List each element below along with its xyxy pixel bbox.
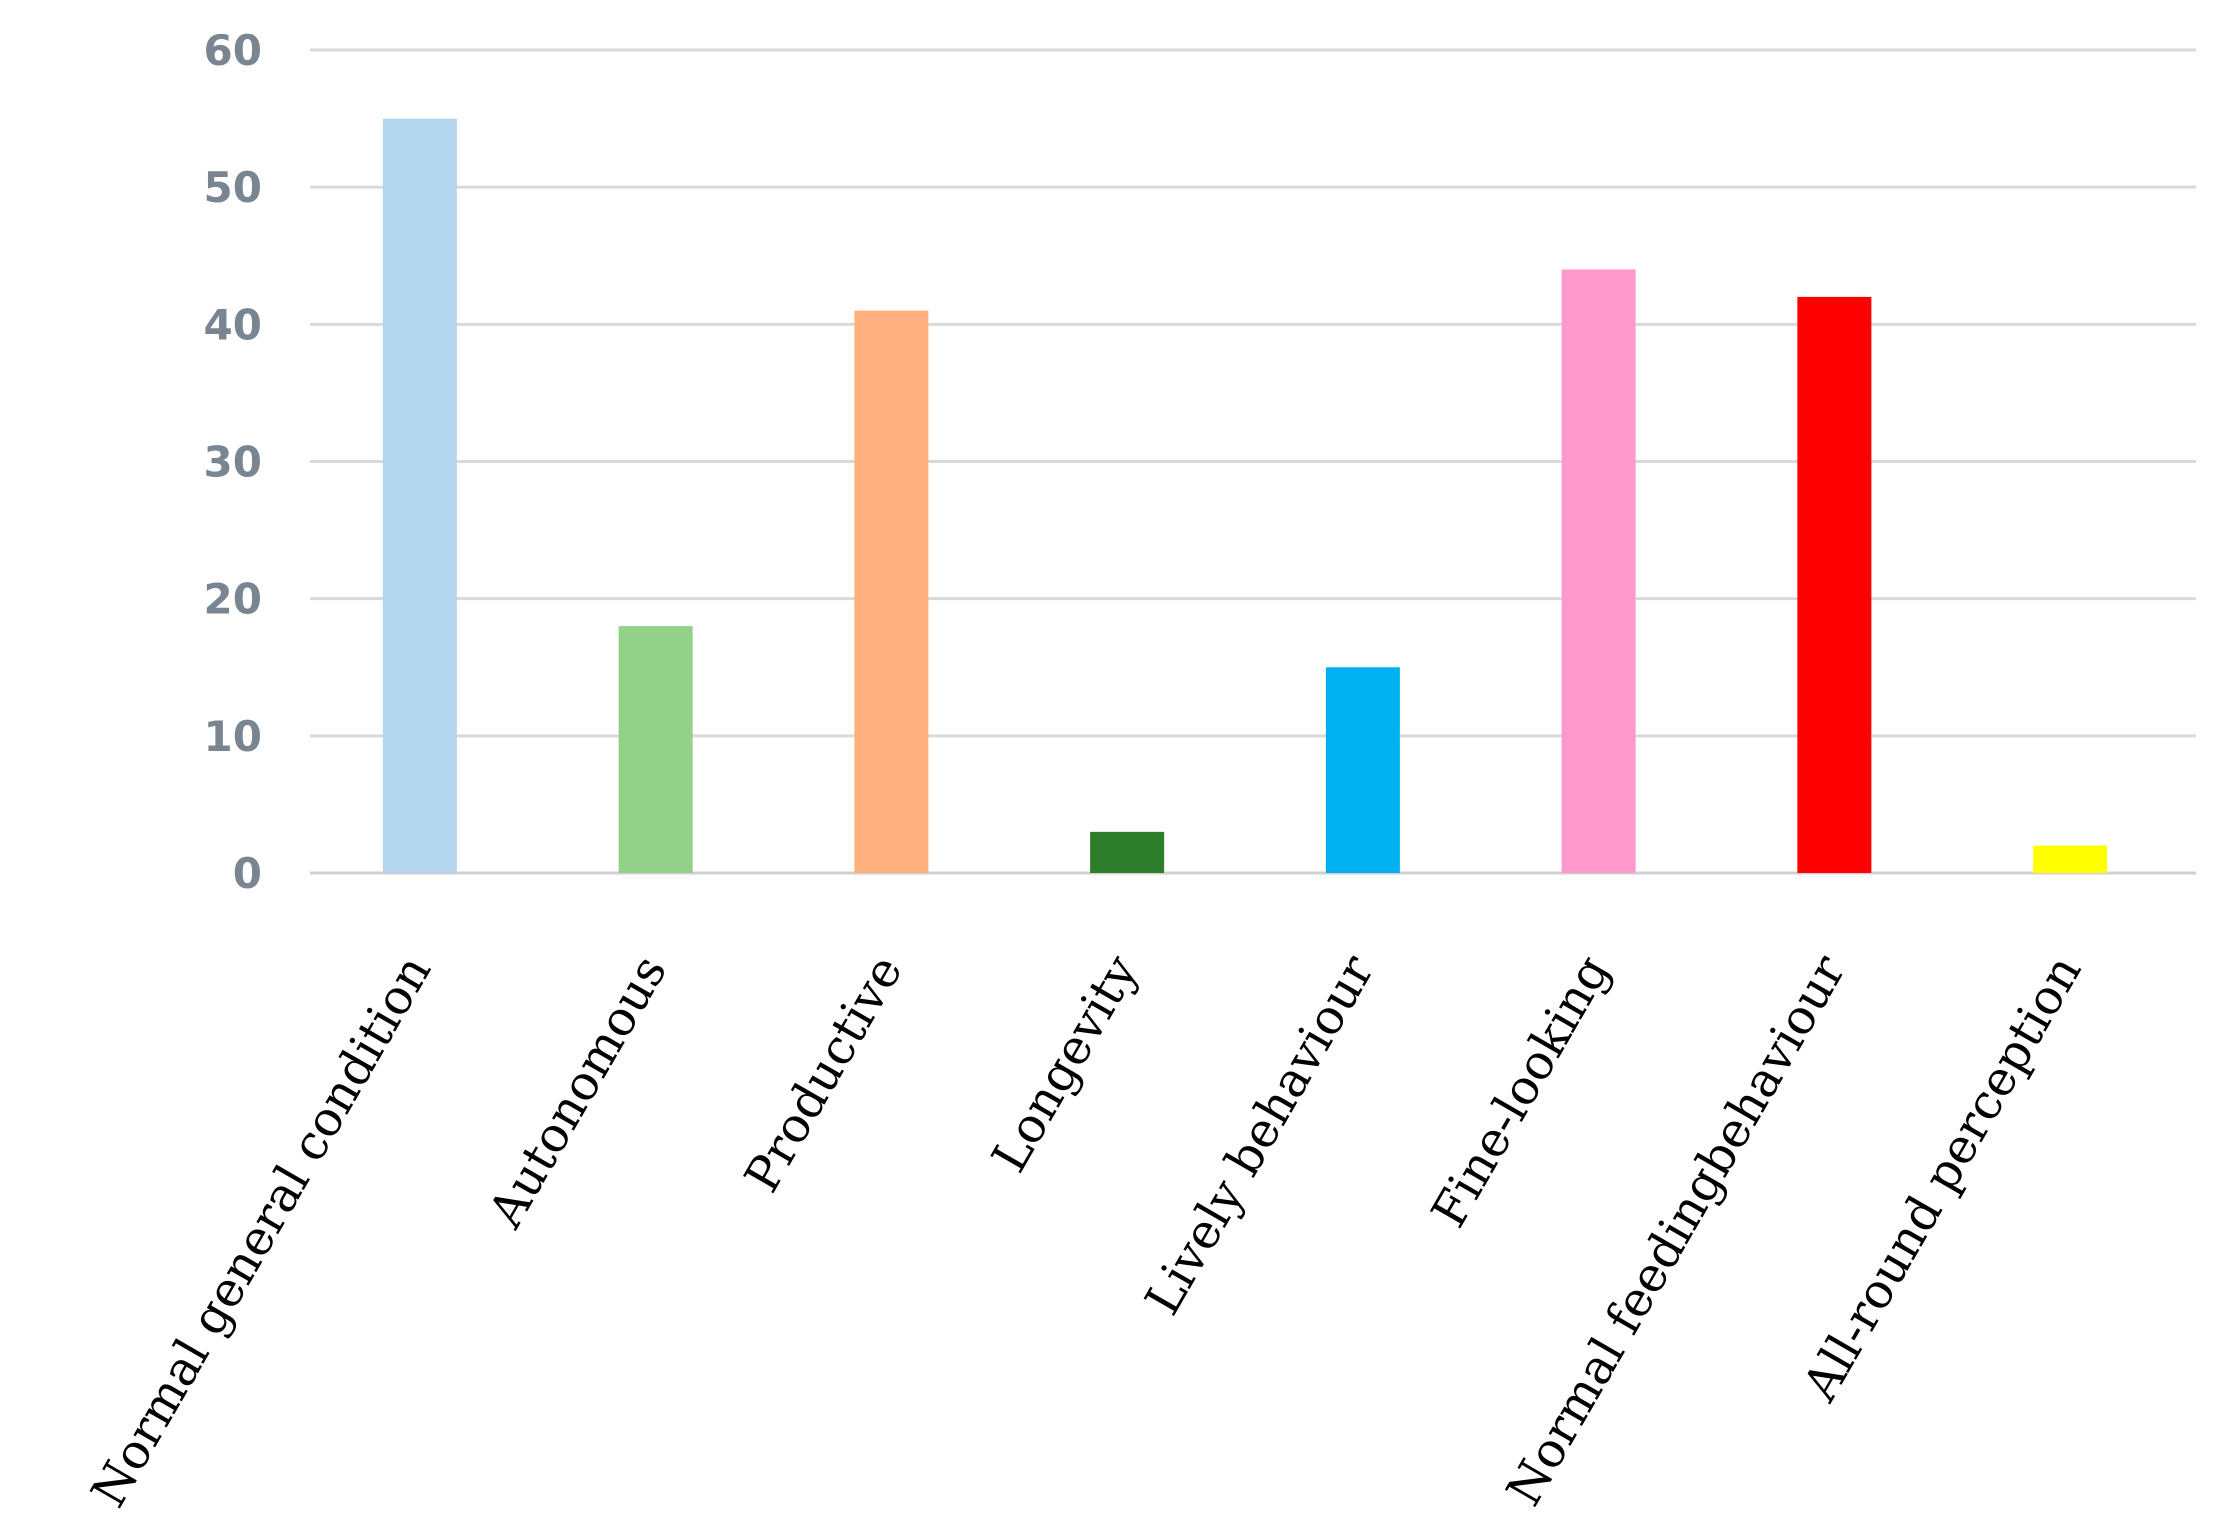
bar bbox=[1797, 296, 1872, 873]
y-tick-label: 10 bbox=[204, 712, 262, 761]
x-tick-label: Longevity bbox=[981, 946, 1149, 1182]
y-tick-label: 60 bbox=[204, 26, 262, 75]
bar bbox=[854, 310, 929, 873]
y-tick-label: 40 bbox=[204, 300, 262, 349]
bar bbox=[1561, 269, 1636, 873]
x-tick-label: Fine-looking bbox=[1421, 946, 1621, 1237]
bar bbox=[618, 626, 693, 873]
y-axis-ticks: 0 10 20 30 40 50 60 bbox=[204, 26, 262, 898]
y-tick-label: 50 bbox=[204, 163, 262, 212]
y-tick-label: 30 bbox=[204, 438, 262, 487]
x-axis-ticks: Normal general condition Autonomous Produc… bbox=[81, 946, 2093, 1517]
x-tick-label: All-round perception bbox=[1792, 946, 2093, 1411]
x-tick-label: Autonomous bbox=[477, 946, 678, 1238]
bar bbox=[1090, 831, 1165, 873]
bar bbox=[2033, 845, 2108, 873]
y-tick-label: 20 bbox=[204, 575, 262, 624]
bar bbox=[1325, 667, 1400, 873]
x-tick-label: Lively behaviour bbox=[1135, 946, 1386, 1324]
y-tick-label: 0 bbox=[233, 849, 262, 898]
bar bbox=[382, 118, 457, 874]
bars bbox=[382, 118, 2108, 874]
x-tick-label: Productive bbox=[734, 946, 914, 1202]
gridlines bbox=[310, 48, 2196, 875]
x-tick-label: Normal general condition bbox=[81, 946, 443, 1517]
